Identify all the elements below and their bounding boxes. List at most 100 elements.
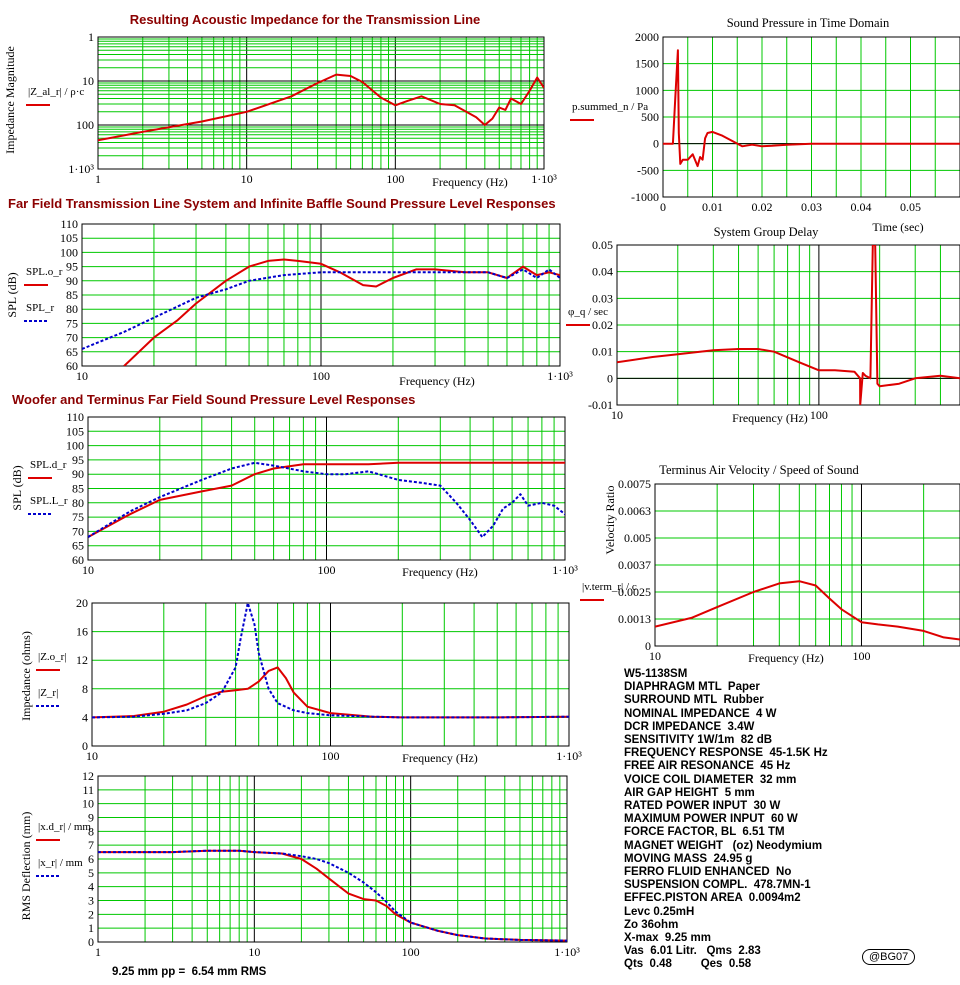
spec-line: FERRO FLUID ENHANCED No bbox=[624, 866, 792, 878]
y-tick-label: 90 bbox=[66, 274, 78, 288]
y-tick-label: 0 bbox=[607, 371, 613, 385]
y-tick-label: 10 bbox=[82, 74, 94, 88]
x-tick-label: 1·10³ bbox=[554, 945, 580, 959]
y-tick-label: 8 bbox=[88, 824, 94, 838]
y-tick-label: 0.03 bbox=[592, 291, 613, 305]
spec-line: SURROUND MTL Rubber bbox=[624, 694, 764, 707]
y-tick-label: 105 bbox=[66, 424, 84, 438]
chart-title: Woofer and Terminus Far Field Sound Pres… bbox=[12, 392, 415, 407]
spec-line: VOICE COIL DIAMETER 32 mm bbox=[624, 773, 797, 786]
legend-label: p.summed_n / Pa bbox=[572, 101, 648, 113]
y-tick-label: 0.0037 bbox=[618, 558, 651, 572]
y-tick-label: 0.0025 bbox=[618, 585, 651, 599]
spec-line: SENSITIVITY 1W/1m 82 dB bbox=[624, 734, 773, 746]
author-badge: @BG07 bbox=[862, 949, 916, 965]
y-tick-label: 1 bbox=[88, 921, 94, 935]
y-tick-label: 60 bbox=[66, 359, 78, 373]
series-line bbox=[92, 603, 569, 719]
y-tick-label: 10 bbox=[82, 797, 94, 811]
y-tick-label: 0.0063 bbox=[618, 504, 651, 518]
y-tick-label: 60 bbox=[72, 553, 84, 567]
spec-line: W5-1138SM bbox=[624, 668, 688, 680]
x-tick-label: 10 bbox=[76, 369, 88, 383]
y-tick-label: 9 bbox=[88, 811, 94, 825]
x-tick-label: 0.03 bbox=[801, 200, 822, 214]
spec-line: Zo 36ohm bbox=[624, 918, 679, 931]
y-tick-label: 0.02 bbox=[592, 318, 613, 332]
legend-label: SPL.o_r bbox=[26, 266, 63, 278]
x-tick-label: 10 bbox=[611, 408, 623, 422]
series-line bbox=[88, 461, 565, 538]
x-tick-label: 0.01 bbox=[702, 200, 723, 214]
x-axis-label: Frequency (Hz) bbox=[402, 751, 478, 765]
y-tick-label: 4 bbox=[82, 710, 88, 724]
series-line bbox=[655, 580, 960, 641]
y-tick-label: 500 bbox=[641, 110, 659, 124]
spec-line: MAXIMUM POWER INPUT 60 W bbox=[624, 813, 798, 826]
x-tick-label: 1·10³ bbox=[556, 749, 582, 763]
x-tick-label: 100 bbox=[810, 408, 828, 422]
x-tick-label: 100 bbox=[322, 749, 340, 763]
y-tick-label: 3 bbox=[88, 894, 94, 908]
y-tick-label: 6 bbox=[88, 852, 94, 866]
x-tick-label: 10 bbox=[86, 749, 98, 763]
y-tick-label: 20 bbox=[76, 596, 88, 610]
spec-line: FREE AIR RESONANCE 45 Hz bbox=[624, 760, 791, 773]
deflection-footnote: 9.25 mm pp = 6.54 mm RMS bbox=[112, 966, 267, 978]
x-tick-label: 10 bbox=[248, 945, 260, 959]
chart-title: System Group Delay bbox=[714, 225, 820, 239]
y-tick-label: 1500 bbox=[635, 57, 659, 71]
spec-line: FORCE FACTOR, BL 6.51 TM bbox=[624, 826, 785, 839]
x-axis-label: Time (sec) bbox=[872, 220, 923, 234]
series-line bbox=[98, 73, 544, 142]
y-axis-label: SPL (dB) bbox=[10, 465, 24, 510]
spec-line: MAGNET WEIGHT (oz) Neodymium bbox=[624, 839, 823, 852]
y-tick-label: 2000 bbox=[635, 30, 659, 44]
y-tick-label: 100 bbox=[66, 439, 84, 453]
y-tick-label: 8 bbox=[82, 682, 88, 696]
plot-frame bbox=[81, 223, 561, 367]
y-axis-label: RMS Deflection (mm) bbox=[19, 812, 33, 921]
x-tick-label: 1 bbox=[95, 172, 101, 186]
y-tick-label: 95 bbox=[66, 260, 78, 274]
plot-frame bbox=[97, 775, 568, 943]
y-tick-label: 0.01 bbox=[592, 345, 613, 359]
spec-line: X-max 9.25 mm bbox=[624, 932, 711, 944]
spec-line: RATED POWER INPUT 30 W bbox=[624, 800, 781, 812]
y-tick-label: 11 bbox=[82, 783, 94, 797]
x-tick-label: 1 bbox=[95, 945, 101, 959]
legend-label: |Z.o_r| bbox=[38, 651, 67, 663]
y-tick-label: 65 bbox=[72, 539, 84, 553]
y-tick-label: 12 bbox=[76, 653, 88, 667]
legend-label: |Z_al_r| / ρ·c bbox=[28, 86, 84, 98]
x-tick-label: 0.02 bbox=[752, 200, 773, 214]
series-line bbox=[617, 245, 960, 405]
legend-label: SPL.L_r bbox=[30, 495, 68, 507]
x-axis-label: Frequency (Hz) bbox=[732, 411, 808, 425]
y-tick-label: 85 bbox=[72, 482, 84, 496]
y-tick-label: 0.0075 bbox=[618, 477, 651, 491]
legend-label: |x.d_r| / mm bbox=[38, 821, 91, 833]
y-tick-label: 4 bbox=[88, 880, 94, 894]
series-line bbox=[98, 849, 567, 942]
y-tick-label: 0.005 bbox=[624, 531, 651, 545]
x-tick-label: 100 bbox=[386, 172, 404, 186]
x-tick-label: 10 bbox=[241, 172, 253, 186]
legend-label: SPL.d_r bbox=[30, 459, 67, 471]
spec-line: Vas 6.01 Litr. Qms 2.83 bbox=[624, 945, 761, 958]
y-tick-label: 80 bbox=[72, 496, 84, 510]
plot-frame bbox=[87, 416, 566, 561]
terminus-air-velocity-chart: 10 100 0.0075 0.0063 0.005 0.0037 0.0025 0.0013… bbox=[580, 463, 960, 665]
plot-area bbox=[98, 37, 544, 169]
y-axis-label: Velocity Ratio bbox=[603, 486, 617, 555]
legend-label: |Z_r| bbox=[38, 687, 58, 699]
y-tick-label: 0.0013 bbox=[618, 612, 651, 626]
electrical-impedance-chart: 10 100 1·10³ 20 16 12 8 4 0 Frequency (Hz) Impedan… bbox=[19, 596, 582, 765]
y-tick-label: 90 bbox=[72, 467, 84, 481]
spec-line: SUSPENSION COMPL. 478.7MN-1 bbox=[624, 879, 811, 892]
y-axis-label: Impedance Magnitude bbox=[3, 46, 17, 154]
y-tick-label: 0.05 bbox=[592, 238, 613, 252]
spec-line: NOMINAL IMPEDANCE 4 W bbox=[624, 707, 777, 720]
y-tick-label: 0 bbox=[82, 739, 88, 753]
